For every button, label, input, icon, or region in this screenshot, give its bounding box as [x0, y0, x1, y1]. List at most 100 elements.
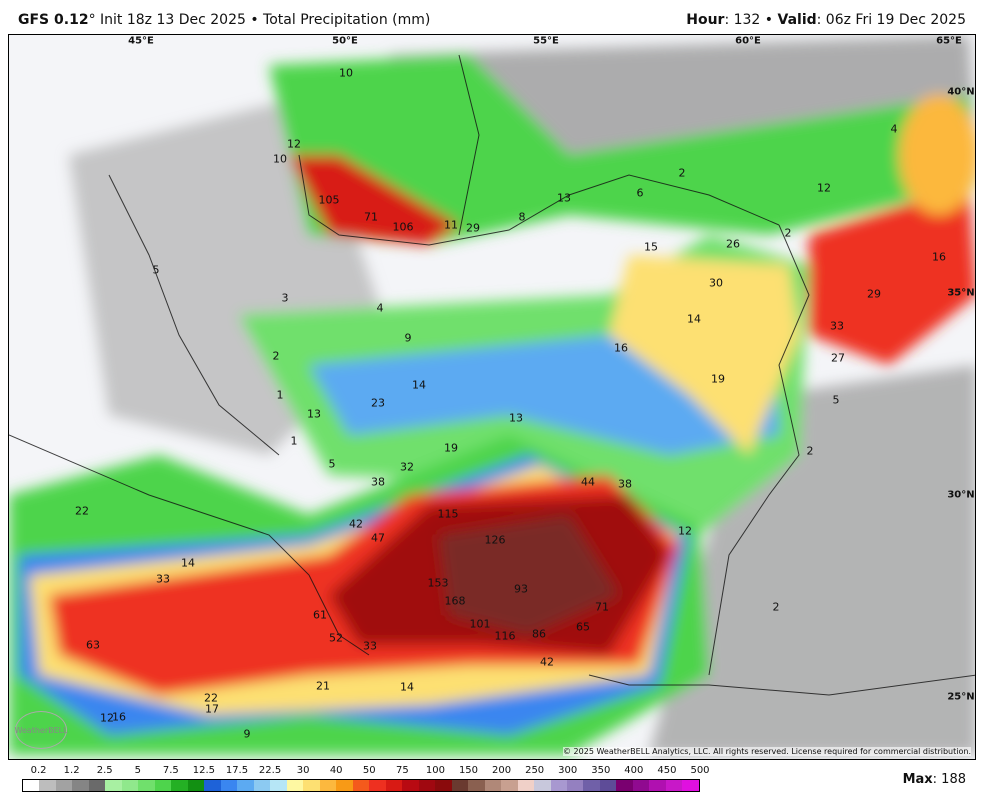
precip-value-label: 12 — [678, 524, 692, 538]
init-info: Init 18z 13 Dec 2025 • Total Precipitati… — [95, 12, 431, 28]
colorbar-tick-label: 12.5 — [192, 765, 216, 776]
precip-value-label: 17 — [205, 702, 219, 716]
colorbar-tick-label: 5 — [134, 765, 141, 776]
precip-value-label: 116 — [494, 629, 516, 643]
colorbar-swatch — [105, 780, 122, 791]
colorbar-tick-label: 17.5 — [225, 765, 249, 776]
precip-value-label: 13 — [509, 411, 523, 425]
colorbar-swatch — [286, 780, 304, 791]
colorbar-swatch — [39, 780, 56, 791]
precip-value-label: 12 — [817, 181, 831, 195]
precip-value-label: 33 — [830, 319, 844, 333]
precip-value-label: 3 — [281, 291, 289, 305]
copyright-text: © 2025 WeatherBELL Analytics, LLC. All r… — [563, 747, 971, 756]
colorbar-tick-label: 2.5 — [96, 765, 113, 776]
valid-value: : 06z Fri 19 Dec 2025 — [816, 12, 966, 28]
borders — [9, 54, 975, 696]
precip-value-label: 2 — [806, 444, 814, 458]
precip-value-label: 14 — [687, 312, 701, 326]
colorbar-swatch — [154, 780, 172, 791]
model-name: GFS 0.12 — [18, 12, 89, 28]
colorbar-tick-label: 7.5 — [162, 765, 179, 776]
colorbar-swatch — [303, 780, 320, 791]
precip-value-label: 1 — [276, 388, 284, 402]
precip-value-label: 29 — [466, 221, 480, 235]
precip-value-label: 16 — [112, 710, 126, 724]
colorbar-swatch — [550, 780, 567, 791]
precip-value-label: 2 — [784, 226, 792, 240]
colorbar-swatch — [632, 780, 650, 791]
latitude-label: 30°N — [947, 489, 975, 501]
precip-value-label: 65 — [576, 620, 590, 634]
precip-value-label: 42 — [349, 517, 363, 531]
precipitation-map: 45°E 50°E 55°E 60°E 65°E 40°N 35°N 30°N 25°N 10 1… — [8, 34, 976, 760]
colorbar-swatch — [468, 780, 485, 791]
colorbar-tick-label: 1.2 — [63, 765, 80, 776]
degree-symbol: ° — [88, 12, 96, 28]
precip-value-label: 12 — [287, 137, 301, 151]
colorbar-tick-label: 150 — [458, 765, 479, 776]
precip-value-label: 38 — [371, 475, 385, 489]
valid-time: Hour: 132 • Valid: 06z Fri 19 Dec 2025 — [686, 12, 966, 28]
colorbar-swatch — [204, 780, 221, 791]
precip-value-label: 5 — [152, 263, 160, 277]
colorbar-swatch — [220, 780, 238, 791]
colorbar-tick-label: 450 — [657, 765, 677, 776]
colorbar-swatch — [599, 780, 617, 791]
precip-value-label: 63 — [86, 638, 100, 652]
precip-value-label: 9 — [404, 331, 412, 345]
precip-value-label: 153 — [427, 576, 449, 590]
colorbar-tick-label: 250 — [525, 765, 545, 776]
colorbar-swatch — [171, 780, 188, 791]
precip-value-label: 21 — [316, 679, 330, 693]
max-label: Max — [902, 772, 933, 787]
precip-value-label: 13 — [307, 407, 321, 421]
colorbar-swatch — [682, 780, 699, 791]
colorbar-swatch — [517, 780, 535, 791]
precip-value-label: 12 — [100, 711, 114, 725]
precip-value-label: 42 — [540, 655, 554, 669]
colorbar-swatch — [583, 780, 600, 791]
green-band-north — [269, 55, 975, 245]
precip-value-label: 22 — [204, 691, 218, 705]
precip-value-label: 27 — [831, 351, 845, 365]
colorbar-swatch — [88, 780, 106, 791]
precip-value-label: 61 — [313, 608, 327, 622]
precip-value-label: 10 — [273, 152, 287, 166]
precip-value-label: 14 — [181, 556, 195, 570]
colorbar-swatch — [319, 780, 337, 791]
longitude-label: 50°E — [332, 35, 358, 47]
yellow-area-central — [609, 255, 799, 455]
precip-value-label: 14 — [400, 680, 414, 694]
colorbar-tick-label: 40 — [329, 765, 343, 776]
colorbar-tick-label: 300 — [558, 765, 578, 776]
colorbar-swatch — [237, 780, 254, 791]
colorbar-swatch — [385, 780, 403, 791]
precip-value-label: 38 — [618, 477, 632, 491]
precip-value-label: 8 — [518, 210, 526, 224]
precip-value-label: 86 — [532, 627, 546, 641]
precip-value-label: 10 — [339, 66, 353, 80]
colorbar-tick-label: 0.2 — [30, 765, 47, 776]
colorbar-swatch — [121, 780, 139, 791]
colorbar-tick-label: 22.5 — [258, 765, 282, 776]
colorbar-swatch — [402, 780, 419, 791]
red-area-caspian — [289, 155, 459, 245]
precip-value-label: 19 — [711, 372, 725, 386]
colorbar-tick-label: 100 — [425, 765, 445, 776]
precip-value-label: 168 — [444, 594, 466, 608]
colorbar-swatch — [665, 780, 683, 791]
colorbar-swatch — [23, 780, 40, 791]
precip-value-label: 2 — [272, 349, 280, 363]
precip-value-label: 29 — [867, 287, 881, 301]
colorbar-swatch — [352, 780, 370, 791]
colorbar-swatch — [435, 780, 452, 791]
precip-value-label: 4 — [376, 301, 384, 315]
precip-value-label: 2 — [678, 166, 686, 180]
precip-value-label: 44 — [581, 475, 595, 489]
colorbar-tick-label: 200 — [492, 765, 512, 776]
colorbar-tick-label: 350 — [591, 765, 611, 776]
colorbar-swatch — [138, 780, 155, 791]
colorbar-swatch — [418, 780, 436, 791]
colorbar-swatch — [484, 780, 502, 791]
